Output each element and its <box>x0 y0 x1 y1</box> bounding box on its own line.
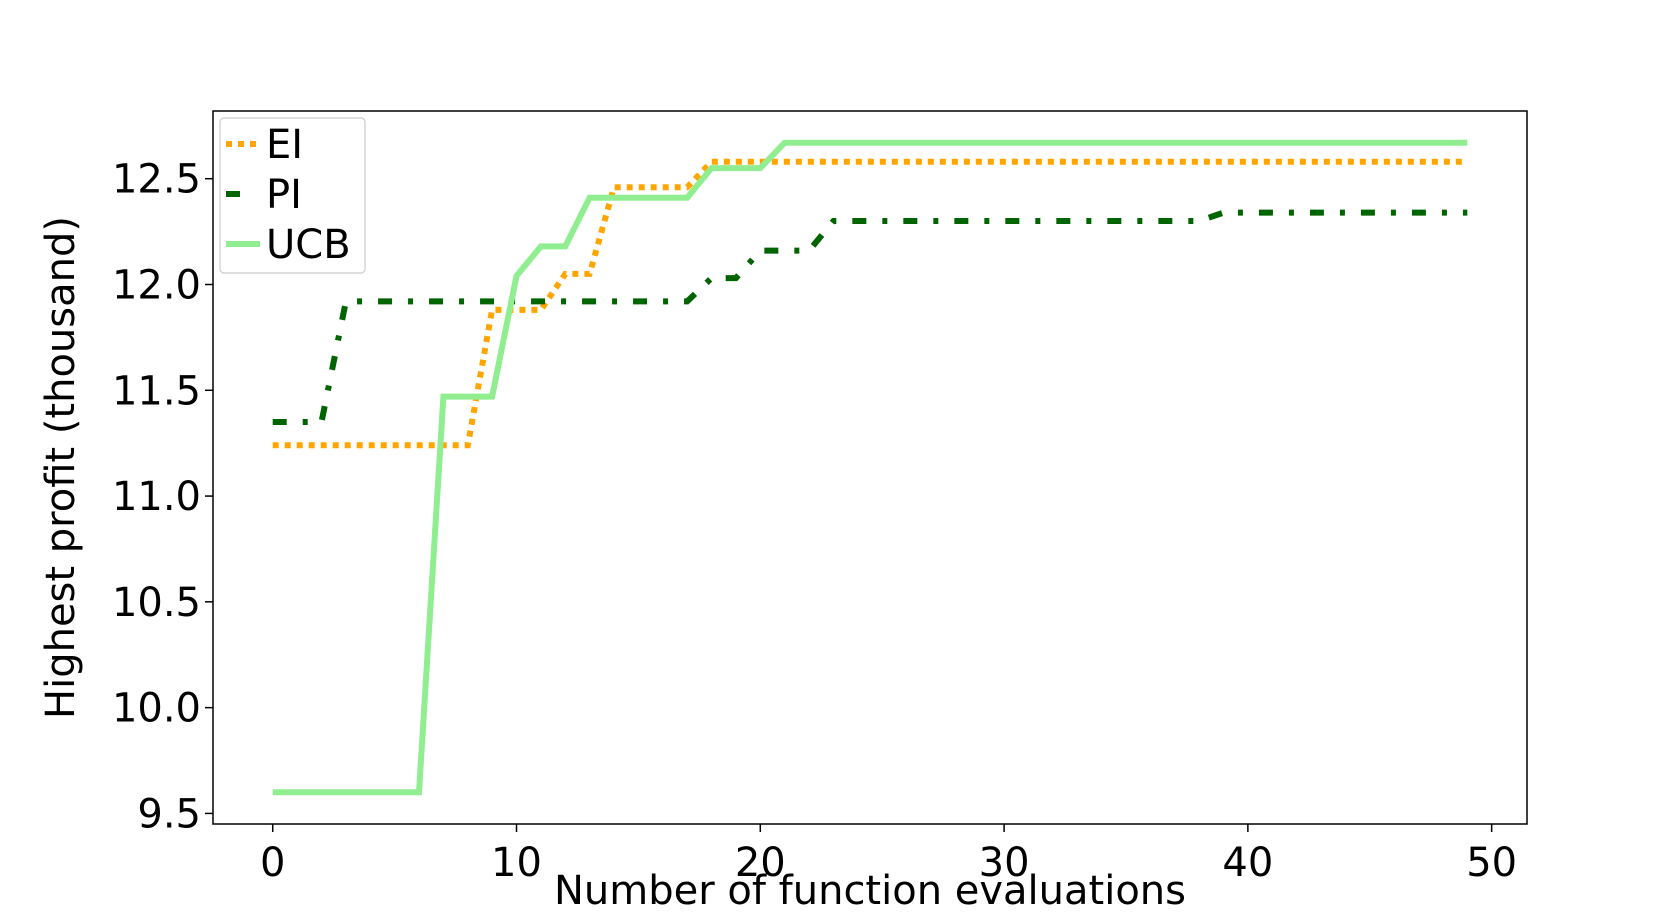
x-tick-label: 30 <box>979 840 1030 886</box>
x-tick-label: 10 <box>491 840 542 886</box>
x-tick-label: 40 <box>1222 840 1273 886</box>
y-tick-label: 11.5 <box>112 368 201 414</box>
y-tick-label: 12.0 <box>112 262 201 308</box>
legend-label-ei: EI <box>266 122 303 168</box>
legend: EI PI UCB <box>219 117 366 274</box>
series-line-pi <box>272 209 1468 425</box>
legend-label-pi: PI <box>266 172 302 218</box>
y-tick-label: 12.5 <box>112 157 201 203</box>
x-tick-label: 0 <box>260 840 285 886</box>
y-tick-label: 10.0 <box>112 686 201 732</box>
series-layer <box>272 139 1468 796</box>
x-tick-label: 50 <box>1466 840 1517 886</box>
y-tick-label: 9.5 <box>137 791 201 837</box>
x-tick-label: 20 <box>735 840 786 886</box>
x-axis: 0 10 20 30 40 50 <box>260 824 1517 886</box>
y-axis: 9.5 10.0 10.5 11.0 11.5 12.0 12.5 <box>112 157 213 837</box>
series-line-ucb <box>272 139 1468 796</box>
legend-box <box>219 117 366 274</box>
y-tick-label: 10.5 <box>112 580 201 626</box>
legend-label-ucb: UCB <box>266 222 351 268</box>
series-line-ei <box>272 158 1468 449</box>
x-axis-label: Number of function evaluations <box>554 868 1186 914</box>
plot-frame <box>212 110 1528 825</box>
y-tick-label: 11.0 <box>112 474 201 520</box>
y-axis-label: Highest profit (thousand) <box>38 216 84 719</box>
